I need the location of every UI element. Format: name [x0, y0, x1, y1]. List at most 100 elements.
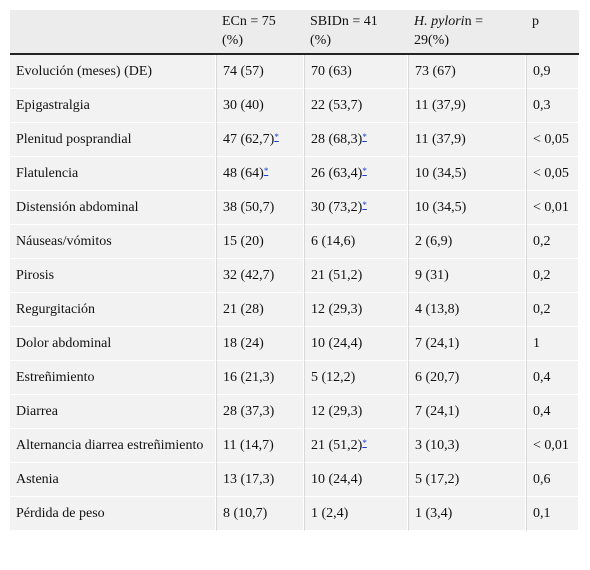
p-value-text: 0,9: [533, 64, 551, 79]
ec-value: 48 (64)*: [216, 157, 304, 191]
ec-value-text: 32 (42,7): [223, 268, 275, 283]
p-value-text: 0,4: [533, 370, 551, 385]
h-pylori-value: 5 (17,2): [408, 463, 526, 497]
sbid-value-text: 6 (14,6): [311, 234, 356, 249]
p-value: 0,2: [526, 293, 579, 327]
sbid-value-text: 21 (51,2): [311, 438, 363, 453]
header-sbid: SBIDn = 41 (%): [304, 10, 408, 55]
table-row: Pirosis 32 (42,7) 21 (51,2) 9 (31) 0,2: [10, 259, 579, 293]
table-row: Pérdida de peso 8 (10,7) 1 (2,4) 1 (3,4) 0,1: [10, 497, 579, 531]
ec-value: 18 (24): [216, 327, 304, 361]
header-h-pylori: H. pylorin = 29(%): [408, 10, 526, 55]
table-header: ECn = 75 (%) SBIDn = 41 (%) H. pylorin =…: [10, 10, 579, 55]
p-value: 0,9: [526, 55, 579, 89]
h-pylori-value: 10 (34,5): [408, 191, 526, 225]
p-value-text: 0,2: [533, 268, 551, 283]
table-row: Flatulencia 48 (64)* 26 (63,4)* 10 (34,5) < …: [10, 157, 579, 191]
p-value: 0,1: [526, 497, 579, 531]
sbid-value-text: 10 (24,4): [311, 472, 363, 487]
symptom-label: Plenitud posprandial: [10, 123, 216, 157]
p-value: 1: [526, 327, 579, 361]
symptom-label: Regurgitación: [10, 293, 216, 327]
footnote-link[interactable]: *: [362, 438, 367, 448]
h-pylori-value: 3 (10,3): [408, 429, 526, 463]
table-row: Plenitud posprandial 47 (62,7)* 28 (68,3)*…: [10, 123, 579, 157]
symptom-label: Náuseas/vómitos: [10, 225, 216, 259]
p-value-text: 0,3: [533, 98, 551, 113]
p-value: 0,6: [526, 463, 579, 497]
h-pylori-value: 1 (3,4): [408, 497, 526, 531]
sbid-value-text: 10 (24,4): [311, 336, 363, 351]
symptom-label: Dolor abdominal: [10, 327, 216, 361]
ec-value-text: 21 (28): [223, 302, 264, 317]
sbid-value: 28 (68,3)*: [304, 123, 408, 157]
ec-value: 16 (21,3): [216, 361, 304, 395]
symptom-label-text: Pérdida de peso: [16, 506, 105, 521]
p-value: 0,2: [526, 225, 579, 259]
sbid-value: 26 (63,4)*: [304, 157, 408, 191]
symptoms-table-container: ECn = 75 (%) SBIDn = 41 (%) H. pylorin =…: [10, 10, 579, 531]
symptom-label-text: Estreñimiento: [16, 370, 95, 385]
symptom-label: Evolución (meses) (DE): [10, 55, 216, 89]
symptom-label: Distensión abdominal: [10, 191, 216, 225]
h-pylori-value-text: 11 (37,9): [415, 132, 466, 147]
footnote-link[interactable]: *: [362, 166, 367, 176]
footnote-link[interactable]: *: [263, 166, 269, 176]
ec-value: 30 (40): [216, 89, 304, 123]
p-value: < 0,01: [526, 191, 579, 225]
p-value: 0,4: [526, 395, 579, 429]
h-pylori-value-text: 11 (37,9): [415, 98, 466, 113]
symptom-label: Pérdida de peso: [10, 497, 216, 531]
sbid-value: 21 (51,2): [304, 259, 408, 293]
sbid-value: 12 (29,3): [304, 395, 408, 429]
symptom-label-text: Evolución (meses) (DE): [16, 64, 153, 79]
sbid-value: 70 (63): [304, 55, 408, 89]
sbid-value-text: 70 (63): [311, 64, 352, 79]
sbid-value-text: 26 (63,4): [311, 166, 363, 181]
h-pylori-value-text: 6 (20,7): [415, 370, 460, 385]
footnote-link[interactable]: *: [362, 200, 367, 210]
h-pylori-value-text: 9 (31): [415, 268, 449, 283]
footnote-link[interactable]: *: [274, 132, 279, 142]
table-row: Alternancia diarrea estreñimiento 11 (14,…: [10, 429, 579, 463]
ec-value-text: 30 (40): [223, 98, 264, 113]
header-p: p: [526, 10, 579, 55]
sbid-value: 12 (29,3): [304, 293, 408, 327]
h-pylori-value: 73 (67): [408, 55, 526, 89]
symptom-label: Flatulencia: [10, 157, 216, 191]
header-h-pylori-n: n = 29(%): [414, 14, 483, 48]
symptom-label: Epigastralgia: [10, 89, 216, 123]
h-pylori-value: 6 (20,7): [408, 361, 526, 395]
h-pylori-value-text: 3 (10,3): [415, 438, 460, 453]
ec-value-text: 16 (21,3): [223, 370, 275, 385]
h-pylori-value: 9 (31): [408, 259, 526, 293]
ec-value: 11 (14,7): [216, 429, 304, 463]
ec-value: 21 (28): [216, 293, 304, 327]
sbid-value: 21 (51,2)*: [304, 429, 408, 463]
sbid-value-text: 5 (12,2): [311, 370, 356, 385]
p-value-text: 0,2: [533, 302, 551, 317]
p-value: 0,2: [526, 259, 579, 293]
symptom-label-text: Alternancia diarrea estreñimiento: [16, 438, 204, 453]
table-row: Distensión abdominal 38 (50,7) 30 (73,2)* 1…: [10, 191, 579, 225]
symptom-label-text: Pirosis: [16, 268, 55, 283]
p-value: < 0,05: [526, 157, 579, 191]
footnote-link[interactable]: *: [362, 132, 367, 142]
sbid-value: 6 (14,6): [304, 225, 408, 259]
sbid-value: 30 (73,2)*: [304, 191, 408, 225]
symptom-label-text: Epigastralgia: [16, 98, 90, 113]
symptoms-table: ECn = 75 (%) SBIDn = 41 (%) H. pylorin =…: [10, 10, 579, 531]
p-value: < 0,05: [526, 123, 579, 157]
sbid-value-text: 22 (53,7): [311, 98, 363, 113]
table-row: Evolución (meses) (DE) 74 (57) 70 (63) 73 (…: [10, 55, 579, 89]
h-pylori-value-text: 10 (34,5): [415, 200, 467, 215]
p-value-text: 0,2: [533, 234, 551, 249]
ec-value: 74 (57): [216, 55, 304, 89]
table-row: Dolor abdominal 18 (24) 10 (24,4) 7 (24,1) 1: [10, 327, 579, 361]
symptom-label: Alternancia diarrea estreñimiento: [10, 429, 216, 463]
symptom-label-text: Flatulencia: [16, 166, 79, 181]
h-pylori-value: 11 (37,9): [408, 89, 526, 123]
h-pylori-value: 4 (13,8): [408, 293, 526, 327]
sbid-value-text: 12 (29,3): [311, 404, 363, 419]
p-value: 0,4: [526, 361, 579, 395]
